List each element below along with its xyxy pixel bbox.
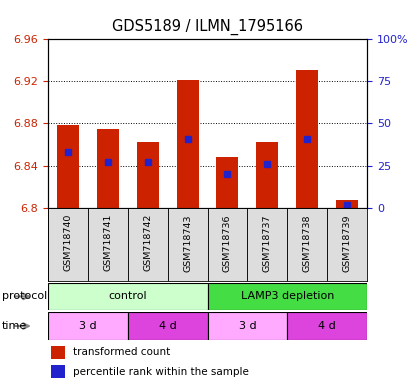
Bar — [48, 208, 88, 281]
Text: GSM718742: GSM718742 — [143, 214, 152, 271]
Text: GSM718738: GSM718738 — [303, 214, 312, 271]
Bar — [128, 208, 168, 281]
Text: LAMP3 depletion: LAMP3 depletion — [241, 291, 334, 301]
Text: GSM718739: GSM718739 — [343, 214, 352, 271]
Bar — [336, 200, 358, 208]
Bar — [287, 208, 327, 281]
Text: control: control — [108, 291, 147, 301]
Bar — [256, 142, 278, 208]
Bar — [176, 80, 198, 208]
Bar — [57, 126, 79, 208]
Bar — [208, 312, 287, 340]
Bar — [247, 208, 287, 281]
Text: percentile rank within the sample: percentile rank within the sample — [73, 367, 249, 377]
Text: GDS5189 / ILMN_1795166: GDS5189 / ILMN_1795166 — [112, 19, 303, 35]
Bar — [128, 312, 208, 340]
Text: GSM718740: GSM718740 — [63, 214, 72, 271]
Text: GSM718741: GSM718741 — [103, 214, 112, 271]
Bar — [208, 208, 247, 281]
Bar — [88, 208, 128, 281]
Text: 3 d: 3 d — [239, 321, 256, 331]
Bar — [51, 365, 65, 378]
Text: GSM718736: GSM718736 — [223, 214, 232, 271]
Bar — [137, 142, 159, 208]
Bar — [217, 157, 239, 208]
Bar — [97, 129, 119, 208]
Bar — [48, 312, 128, 340]
Text: GSM718743: GSM718743 — [183, 214, 192, 271]
Text: GSM718737: GSM718737 — [263, 214, 272, 271]
Text: time: time — [2, 321, 27, 331]
Bar — [287, 312, 367, 340]
Text: transformed count: transformed count — [73, 347, 171, 357]
Text: 4 d: 4 d — [159, 321, 176, 331]
Bar — [208, 283, 367, 310]
Bar — [296, 71, 318, 208]
Bar — [327, 208, 367, 281]
Text: 3 d: 3 d — [79, 321, 96, 331]
Text: protocol: protocol — [2, 291, 47, 301]
Bar — [48, 283, 208, 310]
Bar — [51, 346, 65, 359]
Text: 4 d: 4 d — [318, 321, 336, 331]
Bar — [168, 208, 208, 281]
